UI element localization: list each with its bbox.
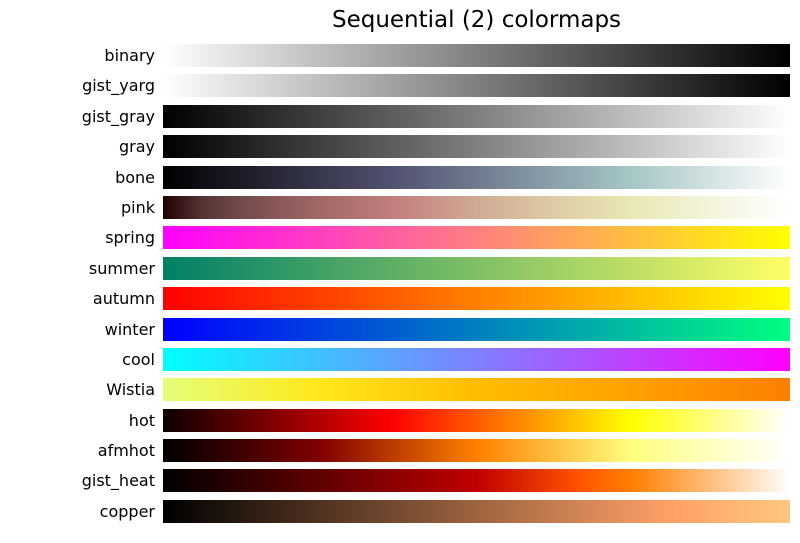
colormap-label: Wistia (106, 380, 155, 400)
colormap-bar-autumn (163, 287, 790, 311)
colormap-row: spring (0, 226, 790, 250)
colormap-label: hot (128, 410, 155, 430)
colormap-row: afmhot (0, 439, 790, 463)
colormap-bar-binary (163, 44, 790, 67)
colormap-label: copper (99, 501, 155, 521)
colormap-bar-gray (163, 135, 790, 159)
colormap-row: gray (0, 135, 790, 159)
colormap-bar-afmhot (163, 439, 790, 463)
colormap-row: gist_heat (0, 469, 790, 493)
colormap-bar-hot (163, 408, 790, 432)
colormap-row: bone (0, 165, 790, 189)
colormap-label: gray (118, 137, 155, 157)
colormap-row: copper (0, 499, 790, 523)
colormap-label: cool (122, 349, 155, 369)
colormap-row: gist_yarg (0, 74, 790, 98)
colormap-bar-spring (163, 226, 790, 250)
colormap-bar-copper (163, 499, 790, 523)
colormap-bar-summer (163, 256, 790, 280)
colormap-row: gist_gray (0, 104, 790, 128)
colormap-label: gist_gray (81, 106, 155, 126)
colormap-label: spring (105, 228, 155, 248)
colormap-label: gist_heat (81, 471, 155, 491)
colormap-bar-winter (163, 317, 790, 341)
colormap-row: winter (0, 317, 790, 341)
colormap-row: Wistia (0, 378, 790, 402)
colormap-row: cool (0, 347, 790, 371)
figure-title: Sequential (2) colormaps (331, 7, 622, 33)
colormap-row: hot (0, 408, 790, 432)
colormap-bar-bone (163, 165, 790, 189)
colormap-bar-gist_heat (163, 469, 790, 493)
colormap-bar-gist_yarg (163, 74, 790, 98)
colormap-label: afmhot (97, 441, 155, 461)
colormap-label: pink (120, 197, 155, 217)
colormap-bar-gist_gray (163, 104, 790, 128)
colormap-label: winter (104, 319, 155, 339)
colormap-bar-pink (163, 195, 790, 219)
colormap-label: bone (115, 167, 155, 187)
colormap-row: binary (0, 44, 790, 67)
colormap-row: pink (0, 195, 790, 219)
colormap-label: binary (104, 46, 155, 65)
colormap-row: autumn (0, 287, 790, 311)
colormap-label: autumn (92, 289, 155, 309)
colormap-bar-Wistia (163, 378, 790, 402)
colormap-bar-cool (163, 347, 790, 371)
colormap-label: summer (88, 258, 155, 278)
colormap-row: summer (0, 256, 790, 280)
colormap-label: gist_yarg (82, 76, 155, 96)
